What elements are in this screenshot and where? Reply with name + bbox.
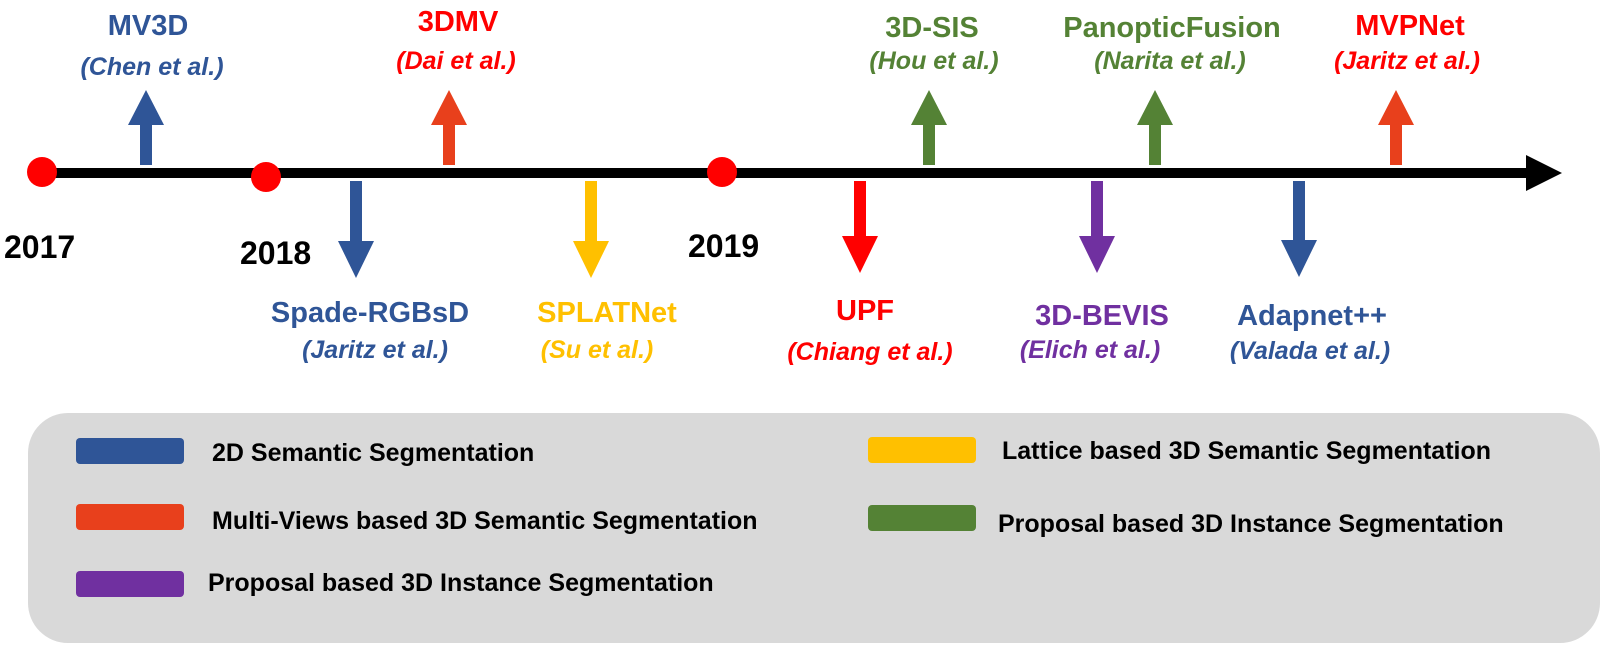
legend-swatch-proposal-purple	[76, 571, 184, 597]
event-method-3dmv: 3DMV	[417, 6, 499, 38]
legend-panel: 2D Semantic Segmentation Multi-Views bas…	[28, 413, 1600, 643]
down-arrow-3d-bevis	[1079, 181, 1115, 273]
legend-label-proposal-purple: Proposal based 3D Instance Segmentation	[208, 569, 714, 597]
event-author-mvpnet: (Jaritz et al.)	[1334, 47, 1480, 75]
legend-label-multi-views: Multi-Views based 3D Semantic Segmentati…	[212, 507, 758, 535]
event-author-panopticfusion: (Narita et al.)	[1094, 47, 1246, 75]
event-method-mvpnet: MVPNet	[1355, 10, 1465, 42]
event-author-3d-sis: (Hou et al.)	[869, 47, 999, 75]
up-arrow-3d-sis	[911, 90, 947, 165]
up-arrow-mv3d	[128, 90, 164, 165]
event-method-3d-sis: 3D-SIS	[885, 12, 979, 44]
event-method-adapnet: Adapnet++	[1237, 300, 1387, 332]
legend-swatch-multi-views	[76, 504, 184, 530]
event-method-panopticfusion: PanopticFusion	[1063, 12, 1281, 44]
up-arrow-panopticfusion	[1137, 90, 1173, 165]
down-arrow-spade-rgbsd	[338, 181, 374, 278]
down-arrow-upf	[842, 181, 878, 273]
year-label-2019: 2019	[688, 228, 760, 264]
year-dot-2017	[27, 157, 57, 187]
legend-swatch-2d-semantic	[76, 438, 184, 464]
down-arrow-adapnet	[1281, 181, 1317, 277]
event-method-mv3d: MV3D	[107, 10, 189, 42]
legend-label-2d-semantic: 2D Semantic Segmentation	[212, 439, 535, 467]
down-arrow-splatnet	[573, 181, 609, 278]
year-label-2018: 2018	[240, 235, 312, 271]
legend-label-lattice: Lattice based 3D Semantic Segmentation	[1002, 437, 1492, 465]
event-author-mv3d: (Chen et al.)	[80, 53, 224, 81]
event-author-3dmv: (Dai et al.)	[396, 47, 516, 75]
event-method-upf: UPF	[836, 295, 894, 327]
event-author-3d-bevis: (Elich et al.)	[1019, 336, 1161, 364]
event-author-adapnet: (Valada et al.)	[1229, 337, 1391, 365]
up-arrow-3dmv	[431, 90, 467, 165]
event-method-splatnet: SPLATNet	[537, 297, 677, 329]
event-method-spade-rgbsd: Spade-RGBsD	[270, 297, 470, 329]
legend-label-proposal-green: Proposal based 3D Instance Segmentation	[998, 510, 1504, 538]
year-dot-2018	[251, 162, 281, 192]
event-method-3d-bevis: 3D-BEVIS	[1035, 300, 1169, 332]
year-dot-2019	[707, 157, 737, 187]
event-author-splatnet: (Su et al.)	[540, 336, 654, 364]
legend-swatch-proposal-green	[868, 505, 976, 531]
legend-swatch-lattice	[868, 437, 976, 463]
year-label-2017: 2017	[4, 229, 76, 265]
timeline-arrowhead	[1526, 155, 1562, 191]
up-arrow-mvpnet	[1378, 90, 1414, 165]
event-author-spade-rgbsd: (Jaritz et al.)	[302, 336, 448, 364]
event-author-upf: (Chiang et al.)	[787, 338, 953, 366]
